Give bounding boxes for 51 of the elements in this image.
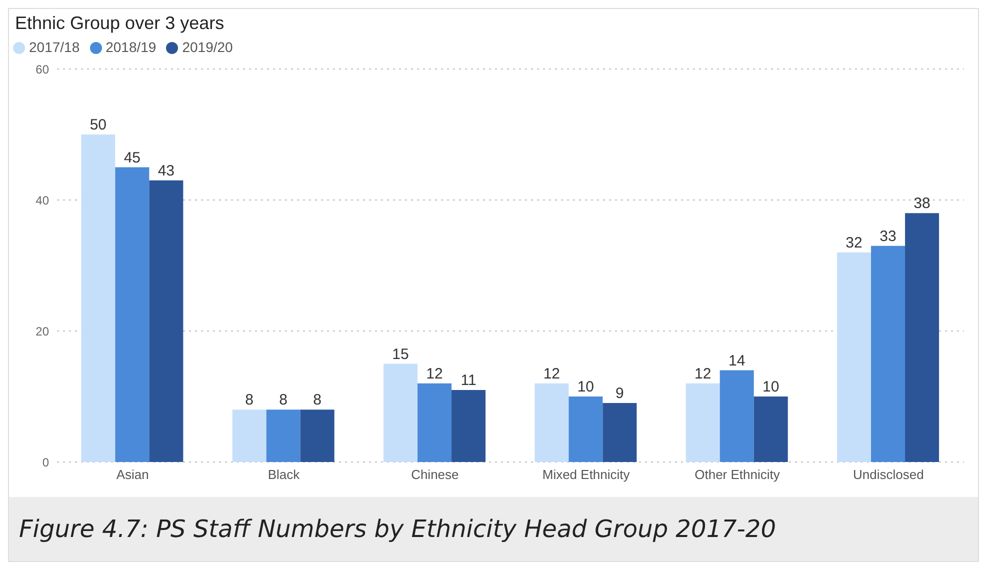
data-label: 8 [279,392,288,409]
data-label: 45 [124,149,141,166]
data-label: 10 [577,378,594,396]
chart-title: Ethnic Group over 3 years [15,13,224,34]
data-label: 43 [158,162,175,180]
bar [266,410,300,462]
data-label: 8 [313,392,322,409]
bar [568,396,603,462]
bar [81,134,116,462]
legend-label: 2017/18 [29,39,80,55]
data-label: 12 [543,365,560,382]
bar [686,383,720,462]
bar [720,370,754,462]
bar [232,410,266,462]
bar [452,390,486,462]
y-tick-label: 40 [36,193,50,208]
x-tick-label: Chinese [411,467,459,482]
bar [905,213,940,462]
data-label: 38 [914,195,930,212]
data-label: 8 [245,392,254,409]
data-label: 32 [846,234,862,252]
data-label: 15 [392,346,409,363]
bar [300,410,334,462]
bar [754,396,788,462]
x-tick-label: Other Ethnicity [694,467,780,482]
x-tick-label: Asian [116,467,149,482]
data-label: 50 [90,116,107,134]
y-tick-label: 60 [36,62,50,76]
data-label: 10 [762,378,780,396]
y-tick-label: 20 [36,324,50,338]
bar [837,252,872,462]
data-label: 14 [728,352,746,370]
bar [418,383,452,462]
bar [384,364,418,462]
bar [534,383,569,462]
legend-label: 2018/19 [106,39,156,55]
bar [602,403,637,462]
bar [149,180,184,462]
x-tick-label: Mixed Ethnicity [542,467,630,482]
caption: Figure 4.7: PS Staff Numbers by Ethnicity Head Group 2017-20 [18,515,776,543]
data-label: 11 [460,372,476,389]
legend-label: 2019/20 [182,39,233,55]
data-label: 33 [880,228,896,245]
x-tick-label: Undisclosed [853,467,924,482]
data-label: 12 [694,365,712,382]
bar [115,167,150,462]
bar [871,246,906,462]
y-tick-label: 0 [42,455,50,470]
x-tick-label: Black [268,467,300,482]
data-label: 9 [616,385,624,402]
data-label: 12 [426,365,443,382]
